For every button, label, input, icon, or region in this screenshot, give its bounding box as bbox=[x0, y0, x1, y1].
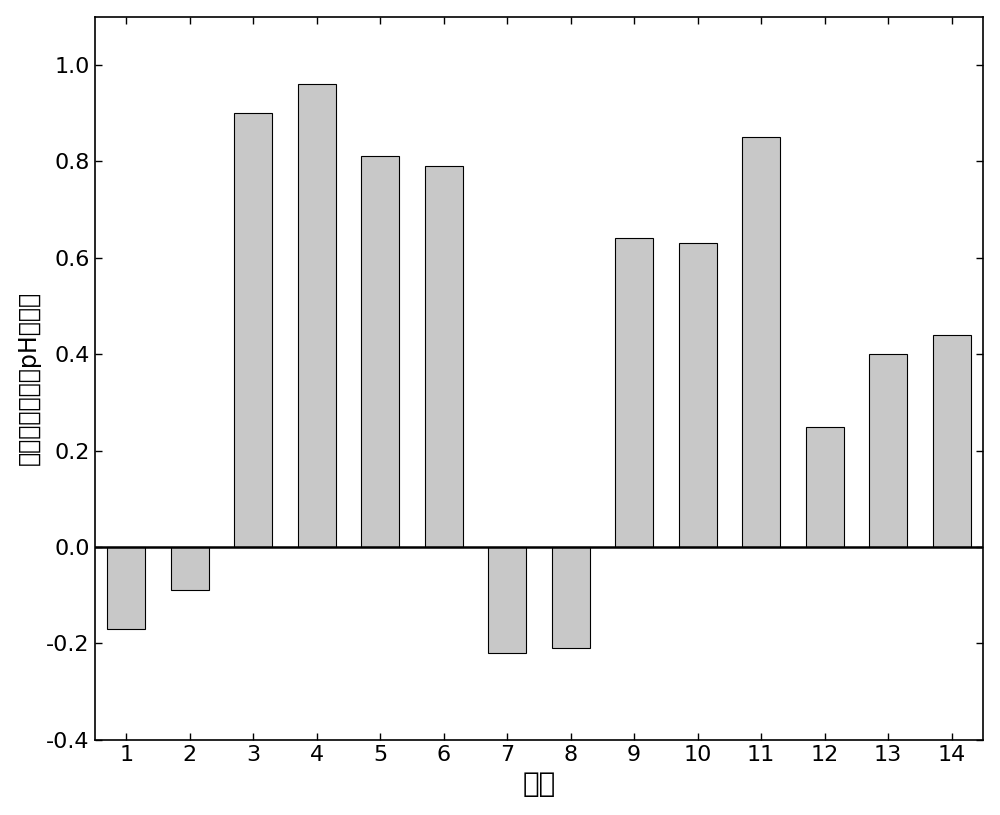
Bar bbox=[742, 137, 780, 547]
X-axis label: 处理: 处理 bbox=[522, 770, 556, 799]
Y-axis label: 修复后各处理组pH升高値: 修复后各处理组pH升高値 bbox=[17, 291, 41, 465]
Bar bbox=[361, 156, 399, 547]
Bar bbox=[298, 84, 336, 547]
Bar bbox=[933, 335, 971, 547]
Bar bbox=[171, 547, 209, 590]
Bar bbox=[425, 166, 463, 547]
Bar bbox=[552, 547, 590, 648]
Bar bbox=[615, 239, 653, 547]
Bar bbox=[107, 547, 145, 629]
Bar bbox=[234, 113, 272, 547]
Bar bbox=[488, 547, 526, 653]
Bar bbox=[679, 244, 717, 547]
Bar bbox=[869, 355, 907, 547]
Bar bbox=[806, 426, 844, 547]
